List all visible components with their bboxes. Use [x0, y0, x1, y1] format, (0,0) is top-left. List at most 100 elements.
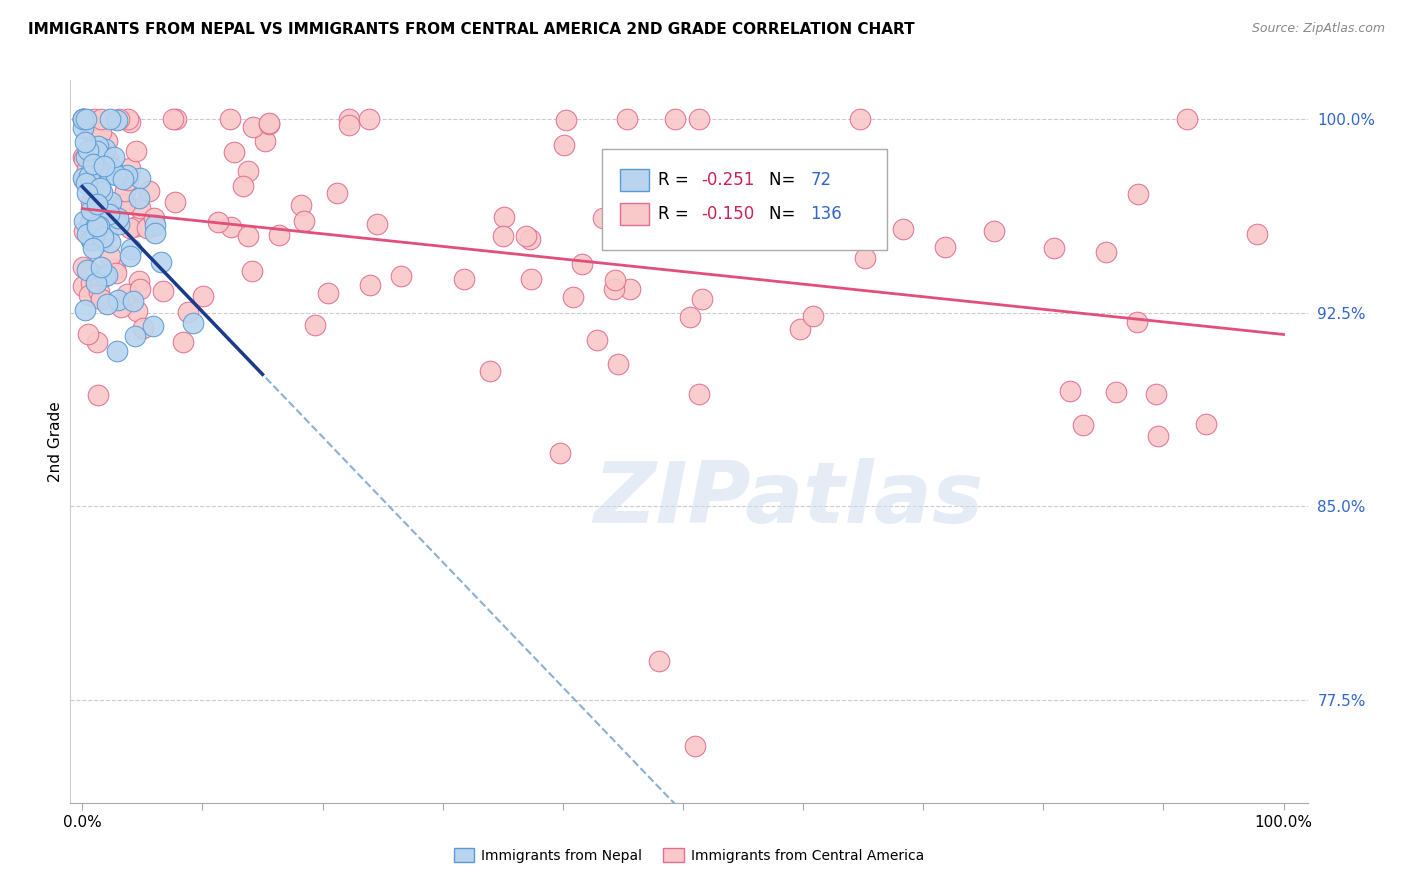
Point: [96, 226, 118, 240]
Point: [605, 272, 627, 286]
Point: [104, 266, 127, 280]
Point: [73, 303, 96, 318]
Point: [103, 150, 125, 164]
Point: [1094, 244, 1116, 259]
Point: [619, 282, 641, 296]
Point: [73, 152, 96, 166]
Point: [337, 112, 360, 126]
Legend: Immigrants from Nepal, Immigrants from Central America: Immigrants from Nepal, Immigrants from C…: [449, 842, 929, 868]
Point: [648, 216, 671, 230]
Point: [1059, 384, 1081, 398]
Point: [453, 271, 475, 285]
Point: [83, 227, 105, 241]
Point: [181, 316, 204, 330]
Point: [257, 118, 280, 132]
Point: [72, 112, 94, 126]
Point: [79, 123, 101, 137]
Point: [89, 181, 111, 195]
Point: [107, 293, 129, 308]
Point: [592, 211, 614, 225]
Point: [389, 269, 412, 284]
Point: [232, 178, 254, 193]
Point: [80, 276, 103, 290]
Text: R =: R =: [658, 205, 695, 223]
Point: [492, 228, 515, 243]
Point: [82, 157, 104, 171]
Text: 72: 72: [810, 171, 831, 189]
Text: ZIPatlas: ZIPatlas: [593, 458, 983, 541]
Point: [76, 227, 98, 242]
Point: [84, 219, 107, 234]
Point: [664, 112, 686, 126]
Point: [571, 257, 593, 271]
Point: [219, 112, 242, 126]
Point: [84, 223, 107, 237]
Point: [125, 145, 148, 159]
Point: [236, 229, 259, 244]
Point: [120, 242, 142, 256]
Point: [129, 202, 152, 216]
Point: [142, 318, 165, 333]
Point: [96, 296, 118, 310]
Point: [72, 112, 94, 127]
Text: R =: R =: [658, 171, 695, 189]
Point: [86, 334, 108, 349]
Point: [494, 210, 516, 224]
Point: [1144, 387, 1167, 401]
Point: [114, 197, 136, 211]
Point: [105, 169, 128, 183]
Point: [91, 230, 114, 244]
Point: [162, 112, 184, 126]
Text: N=: N=: [769, 205, 801, 223]
Point: [326, 186, 349, 200]
Point: [90, 112, 112, 126]
Point: [983, 224, 1005, 238]
Point: [101, 161, 124, 175]
Point: [479, 364, 502, 378]
Point: [94, 269, 117, 284]
Point: [193, 289, 215, 303]
Point: [520, 271, 543, 285]
Point: [90, 233, 112, 247]
Point: [688, 112, 710, 126]
Point: [96, 134, 118, 148]
Point: [128, 190, 150, 204]
Point: [172, 334, 194, 349]
Point: [690, 293, 713, 307]
Point: [73, 214, 96, 228]
Point: [94, 161, 117, 176]
Point: [257, 116, 280, 130]
Point: [90, 292, 112, 306]
Point: [318, 285, 340, 300]
Point: [82, 241, 104, 255]
Point: [100, 194, 122, 209]
Point: [89, 169, 111, 183]
Point: [138, 184, 160, 198]
Point: [91, 149, 114, 163]
Point: [586, 333, 609, 347]
Point: [72, 279, 94, 293]
Text: -0.150: -0.150: [702, 205, 755, 223]
Point: [72, 173, 94, 187]
Point: [90, 185, 112, 199]
Point: [165, 112, 187, 126]
Point: [76, 326, 98, 341]
Point: [117, 112, 139, 126]
Point: [132, 320, 155, 334]
Point: [87, 219, 110, 233]
Point: [122, 294, 145, 309]
Point: [165, 194, 187, 209]
Point: [115, 287, 138, 301]
Point: [79, 216, 101, 230]
Point: [648, 654, 671, 668]
Point: [84, 277, 107, 291]
Point: [1126, 315, 1149, 329]
Point: [129, 282, 152, 296]
Point: [128, 171, 150, 186]
Point: [1043, 241, 1066, 255]
Point: [87, 139, 110, 153]
Point: [118, 161, 141, 175]
Point: [108, 217, 131, 231]
Point: [127, 219, 149, 234]
Point: [240, 264, 263, 278]
